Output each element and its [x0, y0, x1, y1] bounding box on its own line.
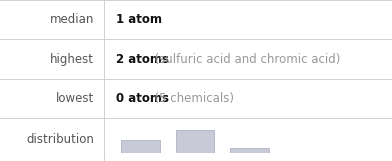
Bar	[122, 140, 160, 153]
Text: 2 atoms: 2 atoms	[116, 53, 169, 66]
Text: (sulfuric acid and chromic acid): (sulfuric acid and chromic acid)	[147, 53, 341, 66]
Text: median: median	[50, 13, 94, 26]
Text: 0 atoms: 0 atoms	[116, 92, 169, 105]
Text: lowest: lowest	[56, 92, 94, 105]
Text: distribution: distribution	[26, 133, 94, 146]
Bar	[176, 130, 214, 153]
Text: (5 chemicals): (5 chemicals)	[147, 92, 234, 105]
Text: 1 atom: 1 atom	[116, 13, 162, 26]
Bar	[230, 148, 269, 153]
Text: highest: highest	[50, 53, 94, 66]
